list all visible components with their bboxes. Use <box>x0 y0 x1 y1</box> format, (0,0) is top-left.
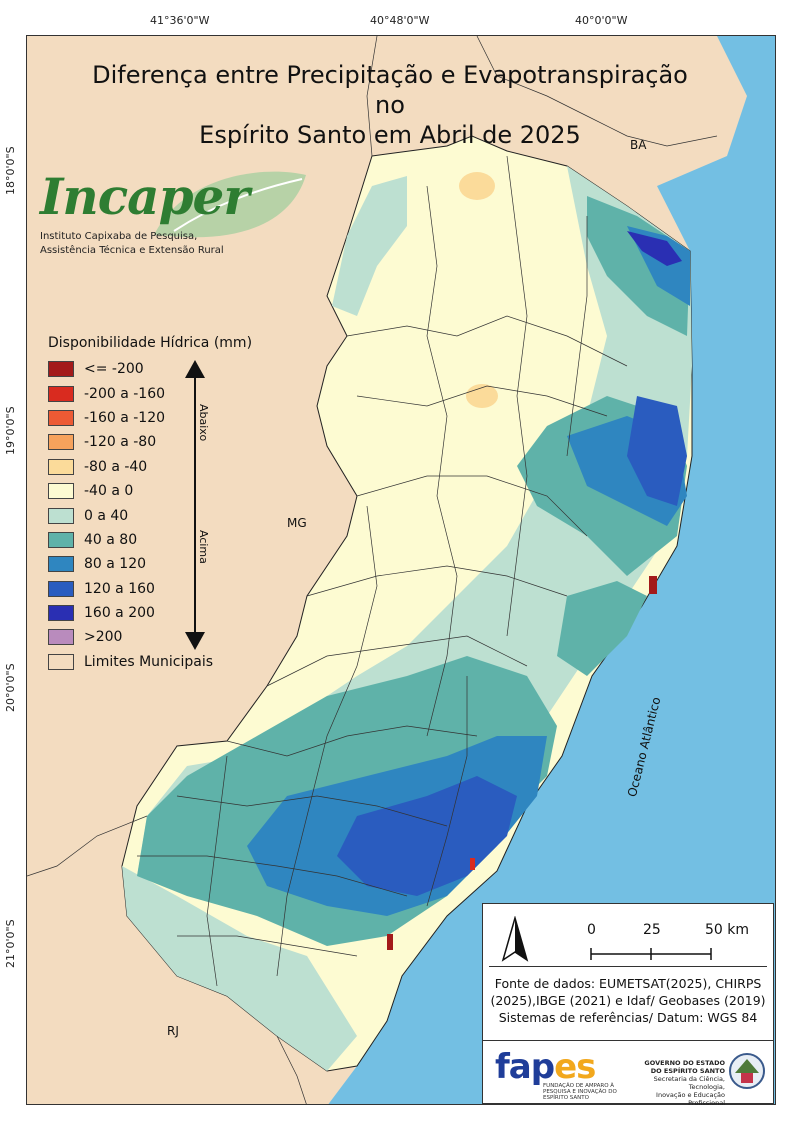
longitude-label-1: 41°36'0"W <box>150 14 210 27</box>
legend-title: Disponibilidade Hídrica (mm) <box>48 335 253 351</box>
title-line-1: Diferença entre Precipitação e Evapotran… <box>92 61 688 119</box>
label-mg: MG <box>287 516 307 530</box>
zone-minus80-40-a <box>459 172 495 200</box>
zone-0-40-north <box>332 176 407 316</box>
map-title: Diferença entre Precipitação e Evapotran… <box>80 60 700 150</box>
legend-items: <= -200 -200 a -160 -160 a -120 -120 a -80 -… <box>48 357 278 674</box>
arrow-label-up: Abaixo <box>197 404 210 442</box>
legend-item: 80 a 120 <box>48 552 278 576</box>
legend-item: >200 <box>48 625 278 649</box>
government-text: GOVERNO DO ESTADO DO ESPÍRITO SANTO Secr… <box>625 1059 725 1107</box>
legend-label: -160 a -120 <box>84 409 166 426</box>
legend-label: >200 <box>84 629 123 646</box>
legend-item: -200 a -160 <box>48 381 278 405</box>
logo-wordmark: Incaper <box>40 167 250 226</box>
zone-120-160-east <box>627 396 687 506</box>
legend: Disponibilidade Hídrica (mm) <= -200 -200… <box>48 335 278 674</box>
scale-source-panel: 0 25 50 km Fonte de dados: EUMETSAT(2025… <box>482 903 774 1058</box>
fapes-logo: fapes <box>495 1047 596 1087</box>
scale-bar <box>590 948 712 960</box>
legend-swatch <box>48 653 74 670</box>
zone-40-80-mid <box>557 581 647 676</box>
zone-minus200-160 <box>470 858 475 870</box>
source-text: Fonte de dados: EUMETSAT(2025), CHIRPS (… <box>489 966 767 1026</box>
legend-item: -40 a 0 <box>48 479 278 503</box>
legend-swatch <box>48 385 74 402</box>
legend-label: -120 a -80 <box>84 434 157 451</box>
zone-0-40 <box>137 166 692 886</box>
source-line-2: (2025),IBGE (2021) e Idaf/ Geobases (201… <box>490 993 766 1008</box>
zone-le-minus200-b <box>387 934 393 950</box>
scale-label-50: 50 km <box>705 922 750 938</box>
legend-item: 160 a 200 <box>48 601 278 625</box>
legend-swatch <box>48 629 74 646</box>
longitude-label-2: 40°48'0"W <box>370 14 430 27</box>
double-arrow-icon <box>185 360 205 650</box>
gov-line-3: Secretaria da Ciência, Tecnologia, <box>653 1075 725 1091</box>
label-rj: RJ <box>167 1024 179 1038</box>
north-arrow-icon <box>501 916 529 962</box>
legend-item: -120 a -80 <box>48 430 278 454</box>
legend-item: <= -200 <box>48 357 278 381</box>
latitude-label-2: 19°0'0"S <box>4 406 17 455</box>
legend-swatch <box>48 556 74 573</box>
legend-swatch <box>48 580 74 597</box>
logo-subtitle-1: Instituto Capixaba de Pesquisa, <box>40 231 198 242</box>
direction-arrow <box>183 360 207 650</box>
zone-40-80-ne <box>587 196 690 336</box>
logo-subtitle-2: Assistência Técnica e Extensão Rural <box>40 245 224 256</box>
zone-0-40-south <box>122 866 357 1071</box>
latitude-label-4: 21°0'0"S <box>4 919 17 968</box>
label-ba: BA <box>630 138 647 152</box>
zone-le-minus200-a <box>649 576 657 594</box>
ocean-area <box>328 36 775 1104</box>
zone-160-200 <box>627 231 682 266</box>
fapes-word-tail: es <box>554 1047 596 1087</box>
legend-swatch <box>48 409 74 426</box>
legend-swatch <box>48 507 74 524</box>
arrow-label-down: Acima <box>197 530 210 564</box>
longitude-label-3: 40°0'0"W <box>575 14 628 27</box>
scale-label-25: 25 <box>643 922 661 938</box>
legend-label: 40 a 80 <box>84 531 138 548</box>
legend-label: 0 a 40 <box>84 507 129 524</box>
legend-label: 120 a 160 <box>84 580 155 597</box>
legend-label: 80 a 120 <box>84 556 147 573</box>
legend-swatch <box>48 458 74 475</box>
title-line-2: Espírito Santo em Abril de 2025 <box>199 121 581 149</box>
legend-item: 0 a 40 <box>48 503 278 527</box>
gov-line-2: DO ESPÍRITO SANTO <box>650 1067 725 1075</box>
source-line-3: Sistemas de referências/ Datum: WGS 84 <box>498 1010 758 1025</box>
legend-item: -80 a -40 <box>48 455 278 479</box>
legend-label: 160 a 200 <box>84 605 155 622</box>
state-seal-icon <box>729 1053 765 1089</box>
legend-swatch <box>48 605 74 622</box>
gov-line-4: Inovação e Educação Profissional <box>656 1091 725 1107</box>
legend-swatch <box>48 483 74 500</box>
municipal-boundaries <box>137 155 628 987</box>
legend-label: Limites Municipais <box>84 653 214 670</box>
legend-item: Limites Municipais <box>48 650 278 674</box>
legend-swatch <box>48 434 74 451</box>
legend-label: -40 a 0 <box>84 483 134 500</box>
fapes-word: fap <box>495 1047 555 1087</box>
legend-swatch <box>48 361 74 378</box>
partner-logos: fapes FUNDAÇÃO DE AMPARO À PESQUISA E IN… <box>482 1040 774 1107</box>
legend-label: <= -200 <box>84 361 144 378</box>
incaper-logo: Incaper Instituto Capixaba de Pesquisa, … <box>34 165 314 265</box>
legend-swatch <box>48 531 74 548</box>
legend-label: -200 a -160 <box>84 385 166 402</box>
state-borders <box>27 36 718 1104</box>
fapes-subtitle: FUNDAÇÃO DE AMPARO À PESQUISA E INOVAÇÃO… <box>543 1083 617 1101</box>
legend-label: -80 a -40 <box>84 458 148 475</box>
latitude-label-1: 18°0'0"S <box>4 146 17 195</box>
source-line-1: Fonte de dados: EUMETSAT(2025), CHIRPS <box>494 976 762 991</box>
latitude-label-3: 20°0'0"S <box>4 663 17 712</box>
scale-label-0: 0 <box>587 922 596 938</box>
legend-item: 120 a 160 <box>48 577 278 601</box>
gov-line-1: GOVERNO DO ESTADO <box>644 1059 725 1067</box>
legend-item: 40 a 80 <box>48 528 278 552</box>
leaf-icon <box>154 171 306 238</box>
legend-item: -160 a -120 <box>48 406 278 430</box>
